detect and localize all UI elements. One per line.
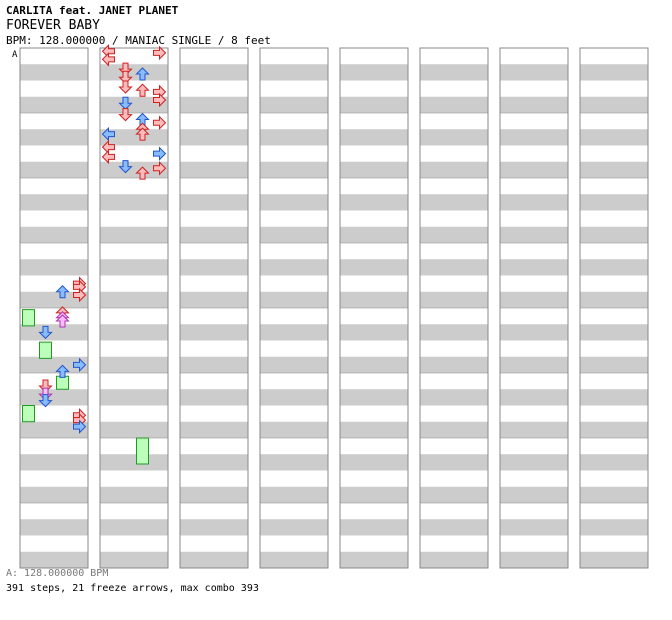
footer-stats: 391 steps, 21 freeze arrows, max combo 3… <box>6 583 259 594</box>
up-arrow-icon <box>135 166 150 180</box>
right-arrow-icon <box>153 115 167 130</box>
song-title: FOREVER BABY <box>6 18 100 33</box>
chart-column <box>99 47 169 569</box>
right-arrow-icon <box>73 287 87 303</box>
freeze-arrow <box>56 375 69 390</box>
down-arrow-icon <box>118 70 133 84</box>
right-arrow-icon <box>153 92 167 108</box>
chart-meta: BPM: 128.000000 / MANIAC SINGLE / 8 feet <box>6 34 271 47</box>
up-arrow-icon <box>55 314 70 328</box>
up-arrow-icon <box>55 285 70 299</box>
chart-column <box>579 47 649 569</box>
bpm-marker: A <box>12 50 18 60</box>
up-arrow-icon <box>135 67 150 81</box>
left-arrow-icon <box>101 52 115 67</box>
chart-column <box>339 47 409 569</box>
chart-column <box>19 47 89 569</box>
up-arrow-icon <box>135 127 150 141</box>
chart-column <box>499 47 569 569</box>
right-arrow-icon <box>153 161 167 176</box>
down-arrow-icon <box>38 394 53 408</box>
song-artist: CARLITA feat. JANET PLANET <box>6 4 179 17</box>
chart-column <box>179 47 249 569</box>
freeze-arrow <box>136 437 149 465</box>
up-arrow-icon <box>55 364 70 378</box>
right-arrow-icon <box>153 45 167 61</box>
down-arrow-icon <box>118 108 133 122</box>
footer-bpm: A: 128.000000 BPM <box>6 568 109 579</box>
left-arrow-icon <box>101 149 115 165</box>
chart-column <box>259 47 329 569</box>
down-arrow-icon <box>118 160 133 174</box>
freeze-arrow <box>39 341 52 359</box>
left-arrow-icon <box>101 126 115 142</box>
down-arrow-icon <box>118 80 133 94</box>
right-arrow-icon <box>73 419 87 434</box>
chart-column <box>419 47 489 569</box>
right-arrow-icon <box>153 146 167 161</box>
down-arrow-icon <box>38 325 53 340</box>
freeze-arrow <box>22 405 35 423</box>
up-arrow-icon <box>135 83 150 97</box>
right-arrow-icon <box>73 357 87 373</box>
down-arrow-icon <box>118 96 133 110</box>
freeze-arrow <box>22 309 35 327</box>
